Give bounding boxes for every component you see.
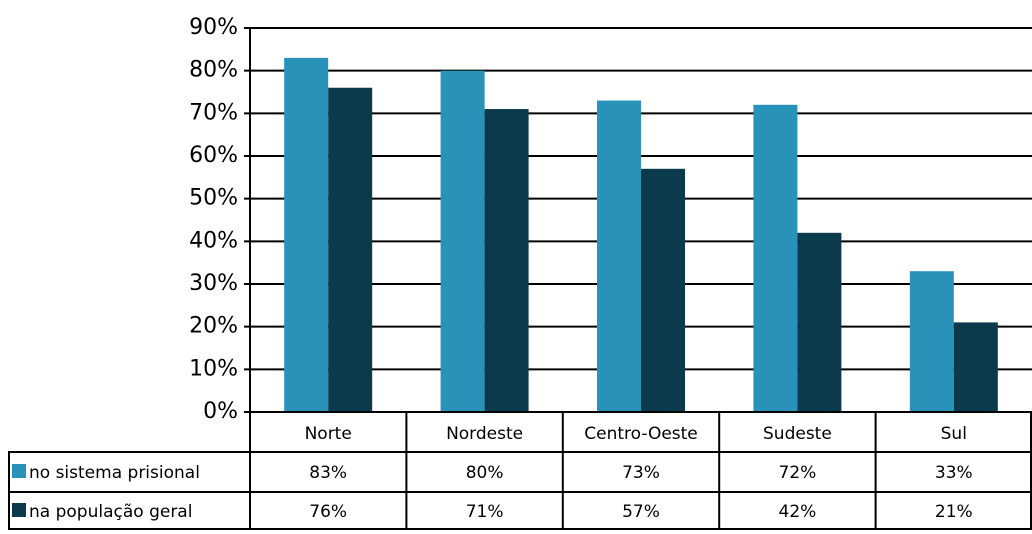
legend-swatch xyxy=(12,503,26,517)
x-tick-label: Sudeste xyxy=(763,424,832,444)
bar xyxy=(597,100,641,413)
y-tick-label: 0% xyxy=(203,399,238,424)
table-value: 83% xyxy=(309,463,347,483)
table-value: 71% xyxy=(466,502,504,522)
y-tick-label: 30% xyxy=(189,271,238,296)
y-tick-label: 20% xyxy=(189,314,238,339)
legend-label: na população geral xyxy=(29,502,192,522)
x-tick-label: Norte xyxy=(305,424,352,444)
bar xyxy=(797,232,842,412)
y-tick-label: 10% xyxy=(189,356,238,381)
bar xyxy=(284,57,329,412)
table-value: 21% xyxy=(935,502,973,522)
bar xyxy=(753,104,798,413)
y-tick-label: 40% xyxy=(189,228,238,253)
bar xyxy=(440,70,485,413)
table-value: 33% xyxy=(935,463,973,483)
legend-label: no sistema prisional xyxy=(29,463,200,483)
x-tick-label: Sul xyxy=(941,424,967,444)
bar xyxy=(484,109,529,413)
legend-swatch xyxy=(12,464,26,478)
x-tick-label: Centro-Oeste xyxy=(584,424,698,444)
bar xyxy=(641,168,685,412)
y-tick-label: 90% xyxy=(189,15,238,40)
y-tick-label: 70% xyxy=(189,100,238,125)
y-tick-label: 60% xyxy=(189,143,238,168)
table-value: 80% xyxy=(466,463,504,483)
y-tick-label: 80% xyxy=(189,58,238,83)
table-value: 57% xyxy=(622,502,660,522)
bar xyxy=(328,87,373,412)
table-value: 73% xyxy=(622,463,660,483)
bar xyxy=(909,271,954,412)
y-tick-label: 50% xyxy=(189,186,238,211)
x-tick-label: Nordeste xyxy=(446,424,523,444)
table-value: 42% xyxy=(779,502,817,522)
table-value: 72% xyxy=(779,463,817,483)
bar xyxy=(953,322,998,412)
table-value: 76% xyxy=(309,502,347,522)
